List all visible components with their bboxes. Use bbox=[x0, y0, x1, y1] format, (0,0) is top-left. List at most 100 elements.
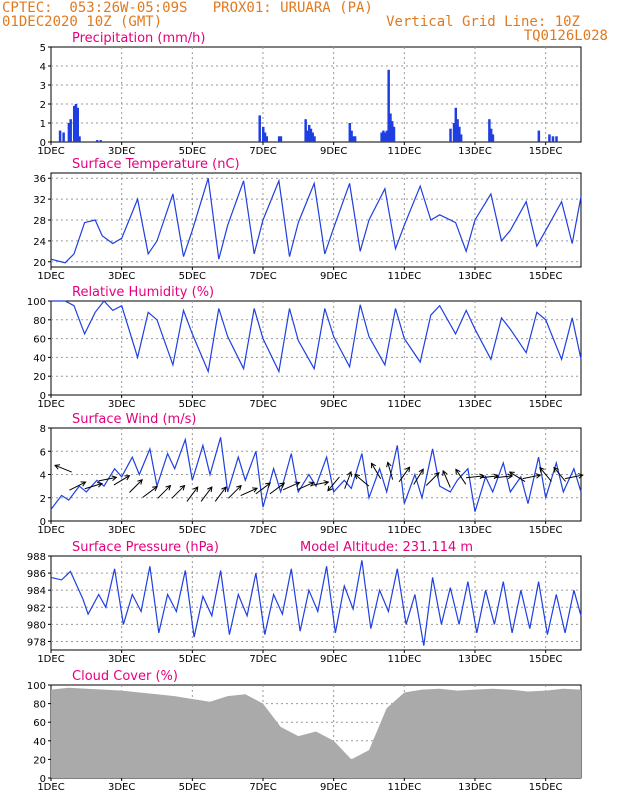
precip-bar bbox=[72, 105, 76, 142]
precip-bar bbox=[387, 69, 390, 142]
rh-xlabel: 13DEC bbox=[458, 399, 492, 410]
wind-arrow bbox=[310, 481, 329, 487]
pres-xlabel: 13DEC bbox=[458, 654, 492, 665]
wind-arrow-head bbox=[535, 473, 542, 479]
precip-bar bbox=[58, 130, 62, 142]
wind-arrow bbox=[480, 475, 499, 479]
precip-bar bbox=[456, 119, 459, 142]
cloud-title: Cloud Cover (%) bbox=[72, 669, 178, 684]
wind-arrow-head bbox=[294, 481, 301, 487]
precip-panel: 1DEC 3DEC 5DEC 7DEC 9DEC 11DEC 13DEC 15DEC 0 1 2 3 4… bbox=[37, 31, 582, 157]
wind-arrow bbox=[354, 474, 370, 487]
rh-ylabel: 80 bbox=[33, 316, 46, 327]
pres-xlabel: 11DEC bbox=[387, 654, 421, 665]
pres-panel: 1DEC 3DEC 5DEC 7DEC 9DEC 11DEC 13DEC 15DEC 978 98… bbox=[27, 540, 582, 665]
wind-ylabel: 2 bbox=[40, 494, 46, 505]
wind-arrow bbox=[327, 476, 340, 492]
pres-xlabel: 1DEC bbox=[37, 654, 64, 665]
precip-bar bbox=[304, 119, 307, 142]
wind-arrow bbox=[200, 486, 213, 502]
rh-xlabel: 15DEC bbox=[529, 399, 563, 410]
wind-arrow bbox=[509, 471, 526, 483]
pres-xlabel: 7DEC bbox=[249, 654, 276, 665]
wind-arrow bbox=[157, 485, 171, 499]
cloud-xlabel: 3DEC bbox=[108, 782, 135, 793]
temp-ylabel: 24 bbox=[33, 237, 46, 248]
precip-title: Precipitation (mm/h) bbox=[72, 31, 205, 46]
cloud-ylabel: 60 bbox=[33, 718, 46, 729]
precip-bar bbox=[313, 136, 316, 142]
precip-bar bbox=[69, 119, 72, 142]
temp-ylabel: 36 bbox=[33, 174, 46, 185]
wind-ylabel: 4 bbox=[40, 471, 46, 482]
wind-arrow bbox=[142, 486, 158, 498]
precip-bar bbox=[258, 115, 261, 142]
precip-bar bbox=[279, 136, 283, 142]
pres-ylabel: 988 bbox=[27, 552, 46, 563]
wind-arrow bbox=[344, 471, 352, 489]
pres-xlabel: 15DEC bbox=[529, 654, 563, 665]
temp-ylabel: 20 bbox=[33, 258, 46, 269]
wind-arrow-head bbox=[279, 482, 286, 488]
wind-arrow bbox=[186, 486, 199, 502]
wind-xlabel: 9DEC bbox=[320, 525, 347, 536]
wind-arrow bbox=[84, 483, 103, 490]
precip-bar bbox=[555, 136, 558, 142]
wind-xlabel: 15DEC bbox=[529, 525, 563, 536]
wind-line bbox=[50, 437, 582, 512]
precip-bar bbox=[67, 123, 71, 142]
rh-ylabel: 0 bbox=[40, 391, 46, 402]
wind-arrow-head bbox=[539, 466, 545, 473]
wind-arrow bbox=[54, 464, 72, 473]
precip-bar bbox=[307, 124, 311, 142]
cloud-area bbox=[51, 687, 581, 778]
temp-xlabel: 1DEC bbox=[37, 271, 64, 282]
rh-line bbox=[51, 300, 582, 374]
precip-bar bbox=[350, 130, 353, 142]
wind-arrow-head bbox=[323, 480, 330, 486]
wind-arrow-head bbox=[111, 475, 118, 481]
header-run-id: TQ0126L028 bbox=[523, 28, 608, 44]
wind-arrow-head bbox=[207, 486, 213, 493]
wind-arrow bbox=[269, 482, 285, 495]
rh-xlabel: 7DEC bbox=[249, 399, 276, 410]
wind-arrow bbox=[387, 462, 394, 480]
pres-xlabel: 3DEC bbox=[108, 654, 135, 665]
wind-arrow-head bbox=[152, 485, 158, 492]
wind-arrow-head bbox=[54, 464, 61, 470]
pres-xlabel: 5DEC bbox=[179, 654, 206, 665]
wind-arrow-head bbox=[137, 479, 143, 485]
cloud-ylabel: 80 bbox=[33, 700, 46, 711]
wind-arrow-head bbox=[370, 462, 377, 469]
rh-ylabel: 100 bbox=[27, 297, 46, 308]
precip-bar bbox=[277, 136, 281, 142]
cloud-xlabel: 9DEC bbox=[320, 782, 347, 793]
model-altitude: Model Altitude: 231.114 m bbox=[300, 540, 473, 555]
temp-xlabel: 5DEC bbox=[179, 271, 206, 282]
precip-xlabel: 1DEC bbox=[37, 146, 64, 157]
precip-bar bbox=[537, 130, 541, 142]
precip-bar bbox=[385, 130, 389, 142]
wind-arrow-head bbox=[553, 466, 559, 473]
wind-xlabel: 7DEC bbox=[249, 525, 276, 536]
cloud-xlabel: 7DEC bbox=[249, 782, 276, 793]
wind-arrow bbox=[539, 467, 552, 482]
precip-xlabel: 3DEC bbox=[108, 146, 135, 157]
precip-ylabel: 2 bbox=[40, 100, 46, 111]
wind-arrow-head bbox=[192, 486, 199, 493]
pres-frame bbox=[50, 555, 582, 651]
temp-line bbox=[50, 178, 582, 264]
pres-title: Surface Pressure (hPa) bbox=[72, 540, 219, 555]
precip-ylabel: 5 bbox=[40, 43, 46, 54]
temp-panel: 1DEC 3DEC 5DEC 7DEC 9DEC 11DEC 13DEC 15DEC 20 24 2… bbox=[33, 157, 582, 282]
wind-arrow-head bbox=[265, 482, 272, 488]
wind-arrow bbox=[228, 485, 242, 499]
wind-arrow bbox=[465, 475, 485, 479]
wind-arrow bbox=[565, 474, 583, 480]
wind-arrow-head bbox=[354, 473, 361, 480]
pres-line bbox=[50, 560, 582, 646]
header-grid-note: Vertical Grid Line: 10Z bbox=[386, 14, 580, 30]
precip-bar bbox=[389, 113, 392, 142]
wind-arrow-head bbox=[97, 482, 104, 488]
